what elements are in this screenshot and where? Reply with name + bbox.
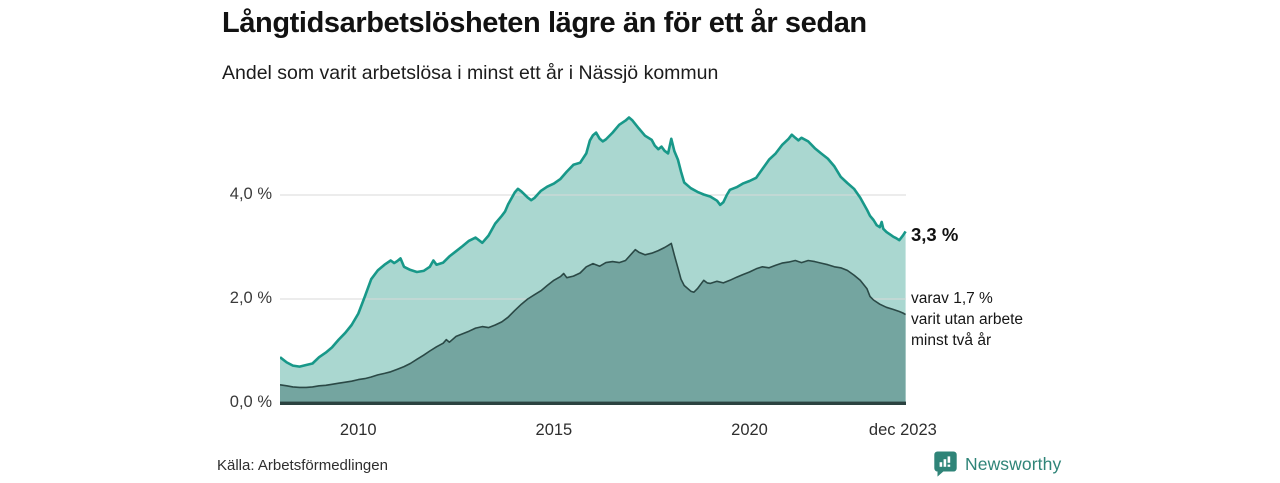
page-title: Långtidsarbetslösheten lägre än för ett … xyxy=(222,7,867,39)
y-axis-tick-label: 0,0 % xyxy=(229,393,272,411)
newsworthy-brand-link[interactable]: Newsworthy xyxy=(933,450,1061,478)
area-chart-plot xyxy=(280,116,907,405)
x-axis-tick-label: 2020 xyxy=(731,421,768,439)
x-axis-tick-label: dec 2023 xyxy=(868,421,937,439)
series-subset-area xyxy=(280,243,906,403)
x-axis-tick-label: 2015 xyxy=(535,421,573,439)
y-axis-tick-label: 4,0 % xyxy=(229,185,272,203)
subset-value-label: varav 1,7 % varit utan arbete minst två … xyxy=(911,290,1024,349)
chart-subtitle: Andel som varit arbetslösa i minst ett å… xyxy=(222,62,719,84)
x-axis-line xyxy=(280,401,906,405)
source-note: Källa: Arbetsförmedlingen xyxy=(217,457,388,474)
total-value-label: 3,3 % xyxy=(911,224,959,245)
series-total-line xyxy=(280,116,907,368)
newsworthy-logo-icon xyxy=(933,450,958,478)
y-axis-tick-label: 2,0 % xyxy=(229,289,272,307)
newsworthy-wordmark: Newsworthy xyxy=(965,453,1062,474)
x-axis-tick-label: 2010 xyxy=(339,421,377,439)
series-subset-line xyxy=(280,242,907,389)
